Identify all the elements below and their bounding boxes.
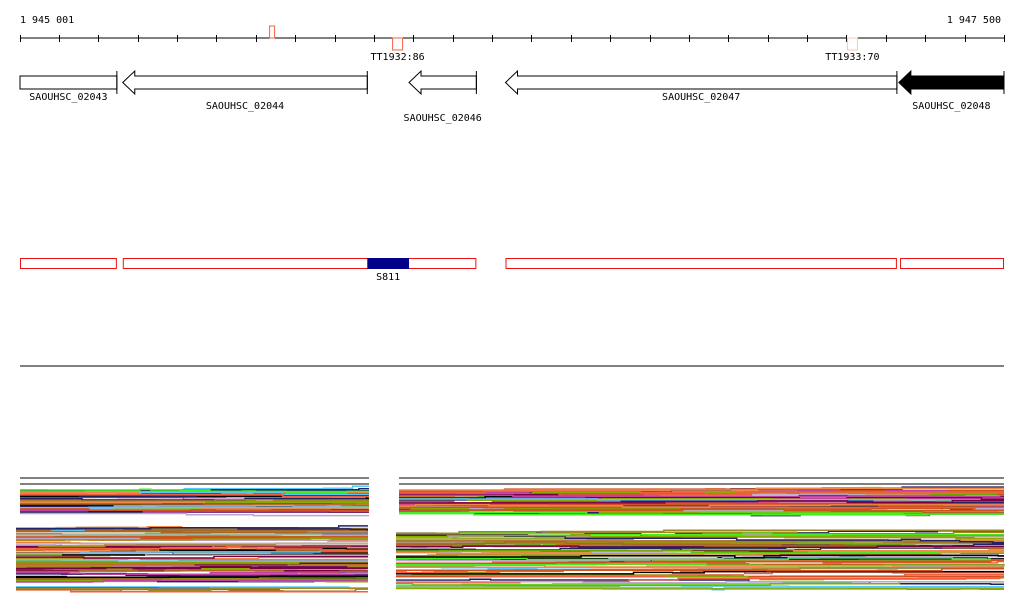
region-box — [122, 258, 477, 269]
alignment-line — [16, 552, 368, 557]
gene-label: SAOUHSC_02046 — [404, 113, 482, 124]
alignment-line — [396, 530, 1004, 536]
alignment-line — [399, 507, 1004, 514]
alignment-line — [16, 575, 368, 579]
alignment-line — [20, 512, 369, 517]
alignment-line — [16, 571, 368, 576]
alignment-line — [396, 565, 1004, 569]
alignment-line — [396, 554, 1004, 559]
alignment-line — [399, 494, 1004, 498]
gene-arrow — [504, 69, 898, 96]
alignment-line — [20, 503, 369, 507]
coordinate-ruler — [20, 35, 1005, 42]
alignment-line — [396, 534, 1004, 540]
feature-label: S811 — [376, 272, 400, 283]
region-track: S811 — [20, 258, 1005, 283]
alignment-line — [20, 506, 369, 510]
alignment-line — [16, 588, 368, 593]
ruler-end-label: 1 947 500 — [947, 15, 1001, 26]
region-box — [20, 258, 117, 269]
gene-label: SAOUHSC_02043 — [29, 92, 107, 103]
gene-arrow — [408, 69, 477, 96]
alignment-line — [399, 511, 1004, 516]
alignment-line — [396, 587, 1004, 591]
alignment-line — [399, 498, 1004, 502]
gene-label: SAOUHSC_02048 — [912, 101, 990, 112]
alignment-line — [396, 580, 1004, 584]
marker-track: TT1932:86 TT1933:70 — [269, 25, 879, 63]
alignment-line — [399, 487, 1004, 491]
gene-label: SAOUHSC_02047 — [662, 92, 740, 103]
alignment-line — [396, 545, 1004, 549]
alignment-line — [20, 488, 369, 494]
alignment-line — [16, 542, 368, 546]
ruler-start-label: 1 945 001 — [20, 15, 74, 26]
alignment-line — [396, 563, 1004, 567]
alignment-line — [396, 559, 1004, 565]
alignment-line — [396, 576, 1004, 584]
alignment-line — [16, 559, 368, 562]
alignment-line — [399, 503, 1004, 508]
alignment-line — [396, 567, 1004, 572]
alignment-line — [396, 532, 1004, 536]
gene-arrow — [122, 69, 368, 96]
marker-box — [269, 25, 276, 39]
alignment-line — [16, 587, 368, 591]
region-box — [505, 258, 897, 269]
alignment-line — [396, 554, 1004, 562]
region-box — [900, 258, 1005, 269]
alignment-line — [396, 556, 1004, 561]
alignment-line — [16, 565, 368, 570]
gene-arrow — [19, 75, 118, 90]
alignment-line — [399, 500, 1004, 504]
marker-box — [846, 37, 858, 51]
alignment-line — [16, 537, 368, 541]
alignment-track — [16, 477, 1005, 593]
alignment-line — [16, 562, 368, 568]
feature-block — [367, 258, 410, 269]
gene-track: SAOUHSC_02043 SAOUHSC_02044 SAOUHSC_02046 S… — [19, 69, 1005, 124]
alignment-line — [20, 494, 369, 498]
gene-label: SAOUHSC_02044 — [206, 101, 284, 112]
marker-label: TT1932:86 — [371, 52, 425, 63]
marker-label: TT1933:70 — [825, 52, 879, 63]
alignment-line — [16, 526, 368, 531]
alignment-line — [396, 529, 1004, 534]
alignment-line — [20, 494, 369, 498]
gene-arrow — [898, 69, 1005, 96]
alignment-line — [20, 508, 369, 512]
alignment-line — [399, 493, 1004, 501]
alignment-line — [20, 497, 369, 501]
alignment-line — [399, 490, 1004, 495]
alignment-line — [16, 546, 368, 551]
alignment-line — [396, 570, 1004, 575]
alignment-line — [16, 555, 368, 559]
alignment-line — [16, 549, 368, 555]
alignment-line — [20, 499, 369, 502]
alignment-line — [16, 586, 368, 590]
marker-box — [392, 37, 404, 51]
alignment-line — [16, 579, 368, 583]
